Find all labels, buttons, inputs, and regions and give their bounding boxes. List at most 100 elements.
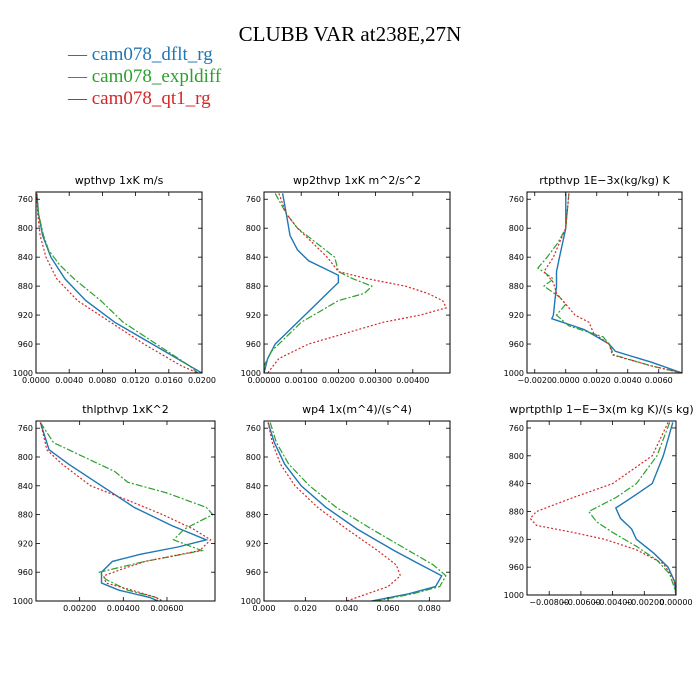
y-tick-label: 880 [246,282,261,291]
y-tick-label: 760 [18,195,33,204]
y-tick-label: 1000 [13,369,33,378]
x-tick-label: 0.00200 [63,604,96,613]
x-tick-label: 0.0080 [88,376,116,385]
x-tick-label: −0.00200 [624,598,664,607]
y-tick-label: 760 [509,424,524,433]
series-line-cam078_expldiff [587,422,676,595]
x-tick-label: 0.00600 [150,604,183,613]
y-tick-label: 880 [509,282,524,291]
series-line-cam078_dflt_rg [267,422,443,601]
series-line-cam078_qt1_rg [267,193,448,373]
figure-title: CLUBB VAR at238E,27N [238,22,462,46]
series-line-cam078_expldiff [264,193,373,373]
y-tick-label: 840 [18,253,33,262]
y-tick-label: 840 [509,253,524,262]
x-tick-label: 0.0200 [188,376,216,385]
x-tick-label: 0.0060 [645,376,673,385]
x-tick-label: 0.0160 [155,376,183,385]
x-tick-label: 0.0040 [614,376,642,385]
series-line-cam078_dflt_rg [264,193,340,373]
x-tick-label: 0.060 [377,604,400,613]
x-tick-label: −0.00600 [561,598,601,607]
panel-1: wpthvp 1xK m/s76080084088092096010000.00… [13,174,216,385]
axes-frame [35,191,203,374]
x-tick-label: 0.00000 [659,598,692,607]
y-tick-label: 800 [246,224,261,233]
y-tick-label: 800 [509,452,524,461]
x-tick-label: 0.0000 [22,376,50,385]
panel-6: wprtpthlp 1−E−3x(m kg K)/(s kg) 760 800 840… [504,403,694,607]
series-line-cam078_expldiff [36,193,199,373]
x-tick-label: 0.000 [253,604,276,613]
series-line-cam078_expldiff [39,422,214,601]
y-tick-label: 840 [18,482,33,491]
panel-title: wpthvp 1xK m/s [75,174,164,187]
y-tick-label: 1000 [241,597,261,606]
series-line-cam078_qt1_rg [39,422,212,601]
x-tick-label: −0.0020 [517,376,552,385]
panel-title: thlpthvp 1xK^2 [82,403,169,416]
panel-title: wp2thvp 1xK m^2/s^2 [293,174,421,187]
axes-frame [263,420,451,602]
x-tick-label: 0.00300 [359,376,392,385]
y-tick-label: 800 [18,224,33,233]
series-line-cam078_qt1_rg [267,422,402,601]
axes-frame [35,420,216,602]
y-tick-label: 920 [509,311,524,320]
panel-5: wp4 1x(m^4)/(s^4)76080084088092096010000… [241,403,451,613]
y-tick-label: 920 [509,535,524,544]
y-tick-label: 880 [18,282,33,291]
y-tick-label: 1000 [13,597,33,606]
y-tick-label: 880 [509,507,524,516]
y-tick-label: 800 [509,224,524,233]
y-tick-label: 840 [246,253,261,262]
panel-title: wp4 1x(m^4)/(s^4) [302,403,412,416]
y-tick-label: 880 [18,511,33,520]
y-tick-label: 1000 [504,591,524,600]
x-tick-label: 0.00000 [247,376,280,385]
y-tick-label: 920 [18,311,33,320]
y-tick-label: 760 [509,195,524,204]
y-tick-label: 760 [246,424,261,433]
x-tick-label: 0.020 [294,604,317,613]
y-tick-label: 760 [246,195,261,204]
series-line-cam078_expldiff [537,193,682,373]
x-tick-label: 0.0040 [55,376,83,385]
y-tick-label: 920 [246,539,261,548]
series-line-cam078_dflt_rg [550,193,682,373]
x-tick-label: 0.00400 [396,376,429,385]
y-tick-label: 920 [18,539,33,548]
series-line-cam078_dflt_rg [39,422,209,601]
panel-title: wprtpthlp 1−E−3x(m kg K)/(s kg) [509,403,693,416]
x-tick-label: 0.00400 [107,604,140,613]
y-tick-label: 960 [509,563,524,572]
legend-entry-expldiff: — cam078_expldiff [68,66,222,87]
y-tick-label: 960 [18,568,33,577]
x-tick-label: −0.00400 [593,598,633,607]
panel-2: wp2thvp 1xK m^2/s^2 760 800 840 880 920 960 100… [241,174,451,385]
y-tick-label: 960 [18,340,33,349]
x-tick-label: 0.0120 [122,376,150,385]
y-tick-label: 800 [18,453,33,462]
series-line-cam078_qt1_rg [543,193,682,373]
x-tick-label: −0.00800 [529,598,569,607]
x-tick-label: 0.080 [418,604,441,613]
y-tick-label: 960 [509,340,524,349]
y-tick-label: 1000 [241,369,261,378]
panel-3: rtpthvp 1E−3x(kg/kg) K 760 800 840 880 920 960… [504,174,683,385]
series-line-cam078_expldiff [269,422,447,601]
y-tick-label: 800 [246,453,261,462]
y-tick-label: 840 [246,482,261,491]
panel-title: rtpthvp 1E−3x(kg/kg) K [539,174,670,187]
legend-entry-qt1: — cam078_qt1_rg [68,88,211,109]
y-tick-label: 880 [246,511,261,520]
x-tick-label: 0.00200 [322,376,355,385]
y-tick-label: 960 [246,340,261,349]
y-tick-label: 760 [18,424,33,433]
x-tick-label: 0.0000 [552,376,580,385]
series-line-cam078_qt1_rg [529,422,676,595]
series-line-cam078_dflt_rg [614,422,676,595]
series-line-cam078_dflt_rg [36,193,202,373]
x-tick-label: 0.040 [335,604,358,613]
